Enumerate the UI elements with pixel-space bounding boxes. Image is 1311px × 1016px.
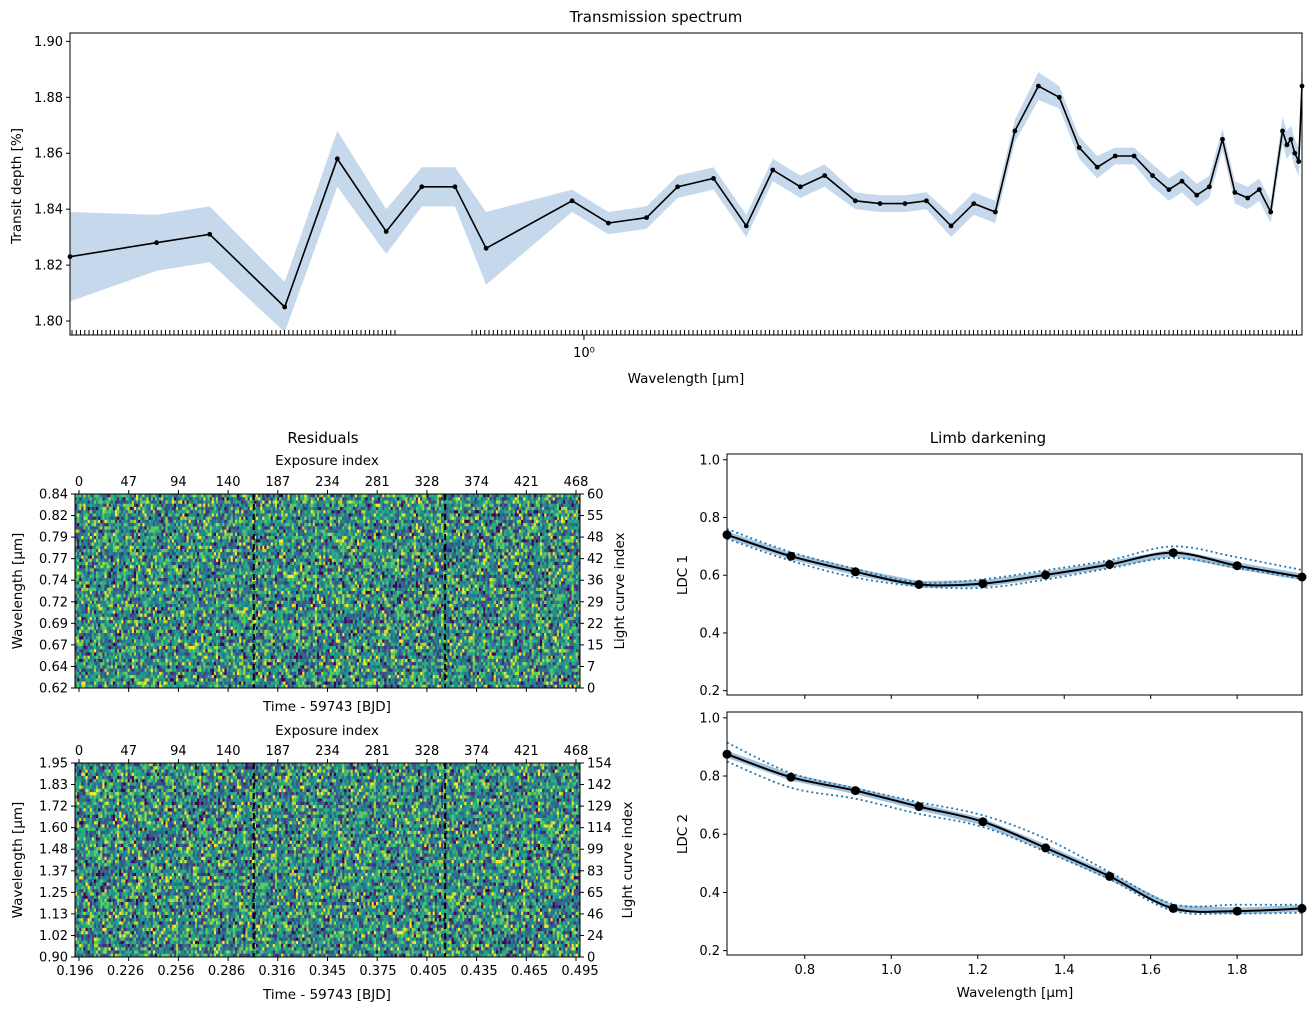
ts-xtick-label: 10⁰ bbox=[573, 346, 595, 361]
spectrum-point bbox=[971, 201, 976, 206]
spectrum-point bbox=[453, 184, 458, 189]
spectrum-point bbox=[903, 201, 908, 206]
spectrum-point bbox=[1150, 173, 1155, 178]
spectrum-point bbox=[1296, 159, 1301, 164]
spectrum-point bbox=[675, 184, 680, 189]
spectrum-point bbox=[1257, 187, 1262, 192]
spectrum-point bbox=[1013, 129, 1018, 134]
spectrum-point bbox=[1280, 129, 1285, 134]
spectrum-point bbox=[924, 198, 929, 203]
spectrum-point bbox=[484, 246, 489, 251]
uncertainty-band-area bbox=[70, 50, 1302, 332]
ts-xlabel: Wavelength [μm] bbox=[628, 371, 745, 387]
ts-ytick-label: 1.90 bbox=[34, 35, 63, 50]
spectrum-point bbox=[1285, 143, 1290, 148]
ts-ytick-label: 1.86 bbox=[34, 147, 63, 162]
spectrum-point bbox=[570, 198, 575, 203]
uncertainty-band bbox=[70, 50, 1302, 332]
spectrum-point bbox=[798, 184, 803, 189]
spectrum-point bbox=[993, 210, 998, 215]
transmission-spectrum-title: Transmission spectrum bbox=[569, 8, 743, 26]
spectrum-point bbox=[1233, 190, 1238, 195]
ts-ytick-label: 1.82 bbox=[34, 259, 63, 274]
spectrum-point bbox=[384, 229, 389, 234]
ts-ytick-label: 1.84 bbox=[34, 203, 63, 218]
spectrum-point bbox=[154, 240, 159, 245]
spectrum-point bbox=[644, 215, 649, 220]
spectrum-point bbox=[1289, 137, 1294, 142]
residuals-title: Residuals bbox=[287, 429, 358, 447]
spectrum-point bbox=[770, 168, 775, 173]
spectrum-point bbox=[1207, 184, 1212, 189]
spectrum-point bbox=[949, 224, 954, 229]
spectrum-point bbox=[1057, 95, 1062, 100]
spectrum-point bbox=[1180, 179, 1185, 184]
spectrum-point bbox=[1167, 187, 1172, 192]
spectrum-point bbox=[207, 232, 212, 237]
spectrum-point bbox=[419, 184, 424, 189]
spectrum-point bbox=[335, 156, 340, 161]
spectrum-point bbox=[1245, 196, 1250, 201]
spectrum-point bbox=[822, 173, 827, 178]
spectrum-point bbox=[1292, 151, 1297, 156]
ts-ylabel: Transit depth [%] bbox=[9, 128, 25, 245]
ts-ytick-label: 1.80 bbox=[34, 315, 63, 330]
spectrum-point bbox=[878, 201, 883, 206]
spectrum-point bbox=[1036, 84, 1041, 89]
spectrum-point bbox=[1113, 154, 1118, 159]
spectrum-point bbox=[282, 305, 287, 310]
spectrum-point bbox=[1194, 193, 1199, 198]
spectrum-point bbox=[853, 198, 858, 203]
spectrum-point bbox=[1132, 154, 1137, 159]
spectrum-point bbox=[606, 221, 611, 226]
spectrum-point bbox=[1077, 145, 1082, 150]
ts-ytick-label: 1.88 bbox=[34, 91, 63, 106]
spectrum-point bbox=[1220, 137, 1225, 142]
transmission-spectrum-panel: Transmission spectrum 1.80 1.82 1.84 1.86 1.… bbox=[9, 8, 1304, 387]
spectrum-point bbox=[744, 224, 749, 229]
spectrum-point bbox=[1268, 210, 1273, 215]
spectrum-point bbox=[1095, 165, 1100, 170]
spectrum-point bbox=[711, 176, 716, 181]
